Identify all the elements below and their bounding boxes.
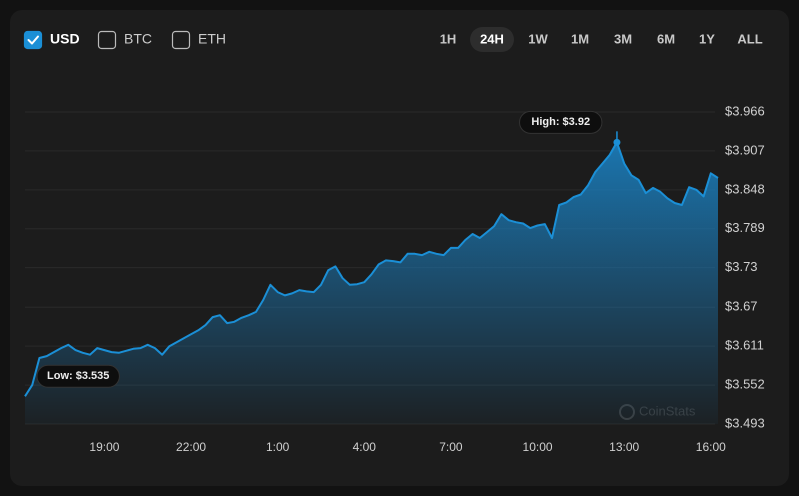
range-label: 1Y (699, 31, 715, 46)
y-tick-label: $3.73 (725, 259, 758, 274)
label-pill (36, 364, 120, 388)
y-tick-label: $3.848 (725, 181, 765, 196)
x-tick-label: 16:00 (696, 440, 726, 454)
x-tick-label: 13:00 (609, 440, 639, 454)
y-tick-label: $3.907 (725, 142, 765, 157)
range-button[interactable]: 1Y (699, 31, 715, 46)
extreme-label: Low: $3.535 (36, 364, 120, 388)
range-button[interactable]: 1W (528, 31, 548, 46)
checkbox[interactable] (97, 30, 117, 50)
active-pill (470, 27, 514, 52)
currency-label: USD (50, 31, 80, 47)
value-label: Low: $3.535 (47, 370, 109, 382)
range-label: 1H (440, 31, 457, 46)
x-tick-label: 7:00 (439, 440, 463, 454)
x-tick-label: 22:00 (176, 440, 206, 454)
y-tick-label: $3.493 (725, 415, 765, 430)
currency-toggle[interactable]: BTC (97, 30, 153, 50)
currency-toggle[interactable]: USD (23, 30, 80, 50)
range-button[interactable]: 24H (470, 27, 514, 52)
price-line (24, 141, 719, 397)
range-button[interactable]: 1H (440, 31, 457, 46)
x-tick-label: 19:00 (89, 440, 119, 454)
extreme-marker (613, 138, 621, 146)
y-tick-label: $3.966 (725, 103, 765, 118)
value-label: High: $3.92 (531, 116, 590, 128)
price-area (25, 142, 718, 425)
label-pill (519, 110, 603, 134)
currency-label: ETH (198, 31, 226, 47)
range-button[interactable]: ALL (737, 31, 762, 46)
x-tick-label: 4:00 (353, 440, 377, 454)
y-tick-label: $3.67 (725, 299, 758, 314)
range-label: ALL (737, 31, 762, 46)
y-tick-label: $3.789 (725, 220, 765, 235)
range-button[interactable]: 3M (614, 31, 632, 46)
currency-toggle[interactable]: ETH (171, 30, 227, 50)
range-button[interactable]: 1M (571, 31, 589, 46)
range-label: 3M (614, 31, 632, 46)
check-mark (27, 35, 39, 45)
checkbox[interactable] (171, 30, 191, 50)
range-label: 6M (657, 31, 675, 46)
range-label: 24H (480, 31, 504, 46)
range-button[interactable]: 6M (657, 31, 675, 46)
range-label: 1W (528, 31, 548, 46)
y-tick-label: $3.552 (725, 377, 765, 392)
currency-label: BTC (124, 31, 152, 47)
range-label: 1M (571, 31, 589, 46)
y-tick-label: $3.611 (725, 338, 764, 353)
checkbox[interactable] (23, 30, 43, 50)
x-tick-label: 1:00 (266, 440, 290, 454)
x-tick-label: 10:00 (523, 440, 553, 454)
extreme-label: High: $3.92 (519, 110, 621, 146)
